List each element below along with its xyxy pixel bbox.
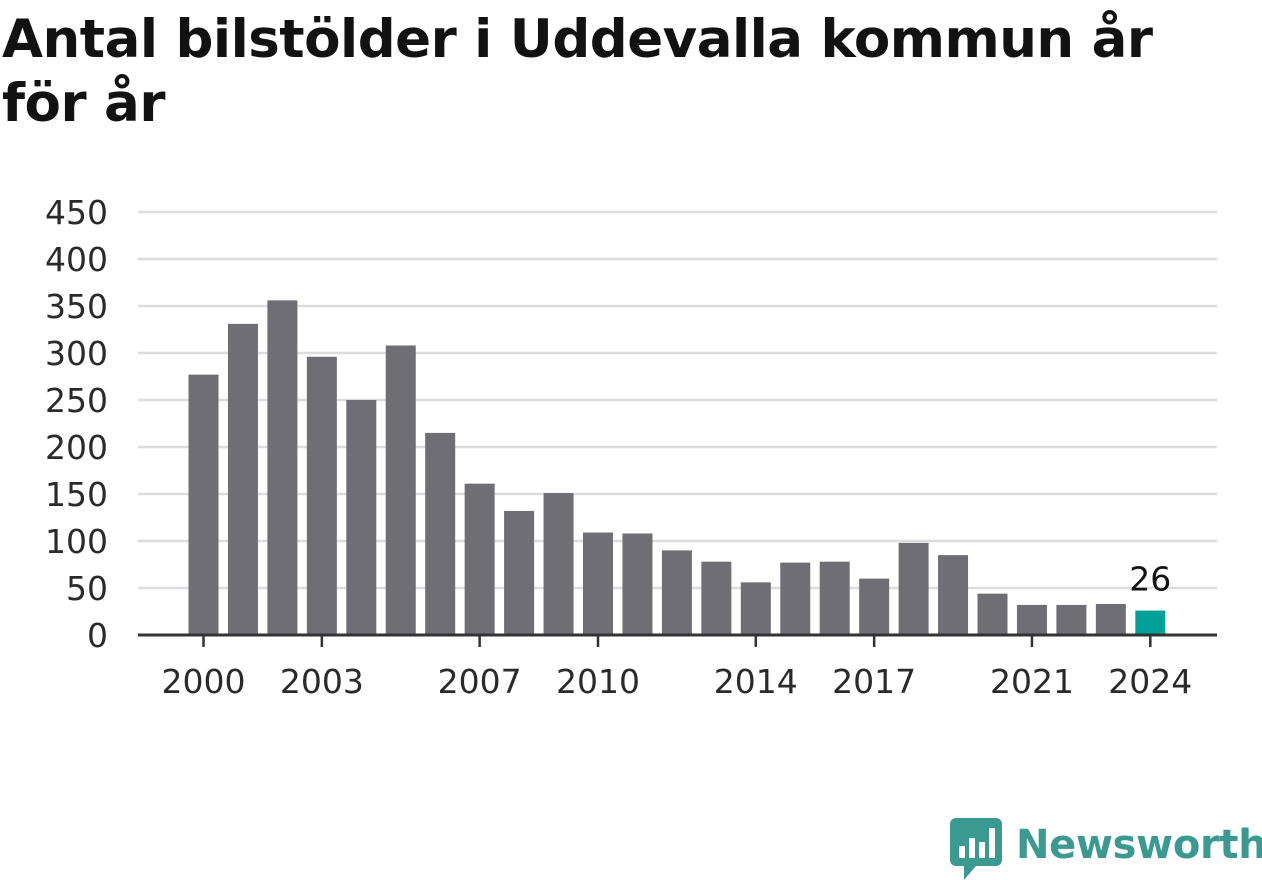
bar-2012 [661,550,692,635]
bar-2004 [346,400,377,635]
bar-2021 [1016,604,1047,635]
bar-2005 [385,345,416,635]
bar-2015 [780,562,811,635]
y-tick-label-100: 100 [45,522,108,561]
newsworthy-chart-bubble-icon [950,818,1002,880]
y-tick-label-300: 300 [45,334,108,373]
bar-2024 [1135,610,1166,635]
bar-2006 [425,432,456,635]
bar-2018 [898,542,929,635]
x-tick-label-2014: 2014 [714,662,798,701]
y-tick-label-250: 250 [45,381,108,420]
bar-2019 [938,555,969,635]
x-tick-label-2000: 2000 [162,662,246,701]
newsworthy-logo: Newsworthy [950,818,1262,880]
bar-2022 [1056,604,1087,635]
bar-2008 [504,510,535,635]
bar-2013 [701,561,732,635]
x-tick-label-2017: 2017 [832,662,916,701]
bar-2023 [1095,603,1126,635]
y-tick-label-50: 50 [66,569,108,608]
y-tick-label-200: 200 [45,428,108,467]
y-tick-label-400: 400 [45,240,108,279]
bar-2016 [819,561,850,635]
bar-2000 [188,374,219,635]
bar-2010 [583,532,613,635]
bar-2001 [227,323,258,635]
x-tick-label-2007: 2007 [438,662,522,701]
x-axis: 2000 2003 2007 2010 2014 2017 2021 2024 [138,633,1217,701]
y-tick-label-350: 350 [45,287,108,326]
bar-2014 [740,582,771,635]
x-tick-label-2024: 2024 [1108,662,1192,701]
bars [188,300,1166,635]
bar-2017 [859,578,890,635]
bar-2020 [977,593,1008,635]
bar-2002 [267,300,298,635]
y-tick-label-450: 450 [45,193,108,232]
x-tick-label-2003: 2003 [280,662,364,701]
bar-2009 [543,493,574,635]
x-tick-label-2021: 2021 [990,662,1074,701]
data-label-2024: 26 [1129,560,1171,599]
newsworthy-logo-text: Newsworthy [1016,822,1262,868]
y-axis-tick-labels: 0 50 100 150 200 250 300 350 400 450 [45,193,108,655]
gridlines [138,210,1217,590]
x-tick-label-2010: 2010 [556,662,640,701]
y-tick-label-150: 150 [45,475,108,514]
annotations: 26 [1129,560,1171,599]
y-tick-label-0: 0 [87,616,108,655]
bar-2003 [306,356,337,635]
chart-title: Antal bilstölder i Uddevalla kommun år f… [2,9,1153,134]
bar-2011 [622,533,653,635]
bar-2007 [464,483,495,635]
